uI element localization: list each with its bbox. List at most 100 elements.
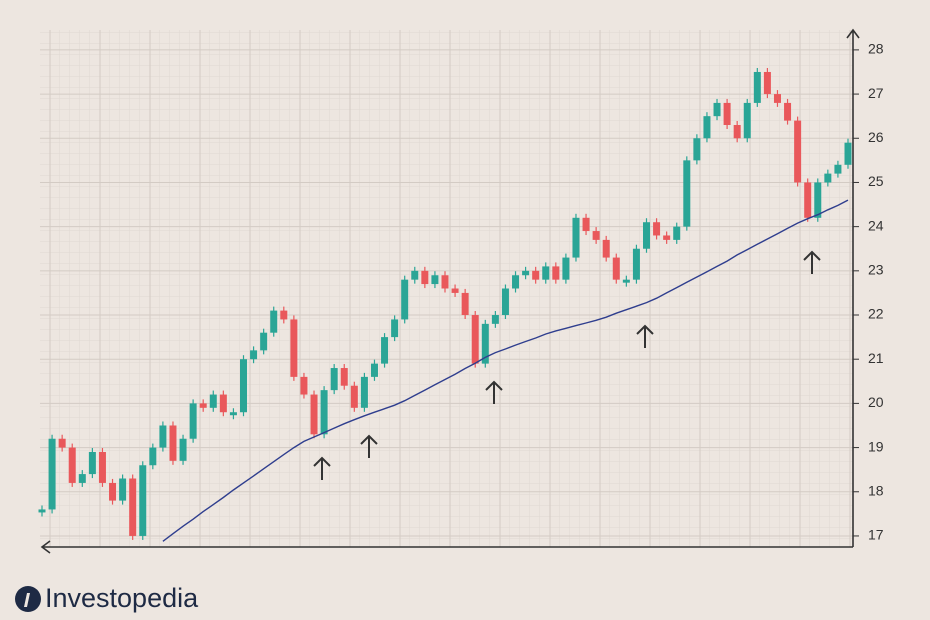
candle xyxy=(68,447,76,483)
candle xyxy=(169,425,177,461)
candle xyxy=(179,438,187,461)
candle xyxy=(300,376,308,395)
y-tick-label: 26 xyxy=(868,129,884,145)
candle xyxy=(401,279,409,320)
candle xyxy=(481,323,489,364)
candle xyxy=(572,217,580,258)
candle xyxy=(340,368,348,386)
candle xyxy=(784,102,792,121)
y-tick-label: 23 xyxy=(868,262,884,278)
y-tick-label: 18 xyxy=(868,482,884,498)
support-arrows xyxy=(313,250,821,480)
candle xyxy=(451,288,459,293)
arrow xyxy=(313,456,331,480)
plot xyxy=(38,67,852,542)
candle xyxy=(411,270,419,280)
candle xyxy=(582,217,590,232)
candle xyxy=(421,270,429,285)
x-axis xyxy=(40,540,853,554)
candle xyxy=(310,394,318,435)
y-tick-label: 22 xyxy=(868,306,884,322)
candle xyxy=(431,275,439,285)
y-tick-label: 21 xyxy=(868,350,884,366)
candle xyxy=(381,337,389,364)
candle xyxy=(38,509,46,513)
candle xyxy=(98,451,106,483)
arrow xyxy=(636,324,654,348)
candle xyxy=(199,403,207,408)
candle xyxy=(512,275,520,289)
candle xyxy=(58,438,66,448)
candle xyxy=(844,142,852,165)
candle xyxy=(612,257,620,280)
candle xyxy=(360,376,368,408)
candle xyxy=(693,138,701,161)
candle xyxy=(501,288,509,316)
candle xyxy=(139,465,147,536)
y-axis xyxy=(846,28,860,547)
candle xyxy=(129,478,137,536)
candle xyxy=(109,482,117,501)
candle xyxy=(723,102,731,126)
moving-average xyxy=(162,199,849,542)
y-tick-label: 24 xyxy=(868,217,884,233)
candle xyxy=(159,425,167,448)
candle xyxy=(743,102,751,139)
candle xyxy=(330,368,338,391)
grid xyxy=(40,30,853,547)
candle xyxy=(240,359,247,413)
candle xyxy=(753,71,761,103)
candle xyxy=(804,182,812,218)
candle xyxy=(491,315,499,324)
candle xyxy=(794,120,802,183)
y-tick-label: 28 xyxy=(868,41,884,57)
candle xyxy=(88,451,96,475)
candle xyxy=(78,474,86,483)
candle xyxy=(653,222,661,236)
arrow xyxy=(360,434,378,458)
candle xyxy=(713,102,721,117)
candle xyxy=(280,310,288,320)
y-tick-label: 25 xyxy=(868,173,884,189)
candle xyxy=(703,116,711,139)
candle xyxy=(773,94,781,103)
candle xyxy=(441,275,449,289)
candle xyxy=(260,332,268,351)
arrow xyxy=(803,250,821,274)
candle xyxy=(391,319,399,338)
y-tick-label: 27 xyxy=(868,85,884,101)
logo: Investopedia xyxy=(15,583,199,613)
candle xyxy=(542,266,550,280)
logo-mark xyxy=(24,593,30,607)
candle xyxy=(270,310,278,333)
y-tick-label: 20 xyxy=(868,394,884,410)
candle xyxy=(461,292,469,316)
candle xyxy=(209,394,217,408)
brand: Investopedia xyxy=(45,583,199,613)
candle xyxy=(522,270,530,276)
candle xyxy=(814,182,822,218)
arrow xyxy=(485,380,503,404)
candle xyxy=(219,394,227,413)
y-tick-label: 19 xyxy=(868,438,884,454)
candle xyxy=(562,257,570,280)
axes xyxy=(40,28,860,554)
candle xyxy=(632,248,640,280)
candle xyxy=(320,390,328,435)
y-tick-label: 17 xyxy=(868,527,884,543)
candle xyxy=(552,266,560,280)
candle xyxy=(119,478,127,501)
candle xyxy=(824,173,832,183)
candle xyxy=(683,160,691,227)
candle xyxy=(149,447,157,466)
candle xyxy=(229,412,237,416)
candle xyxy=(532,270,540,280)
candle xyxy=(370,363,378,377)
candle xyxy=(763,71,771,95)
candle xyxy=(350,385,358,408)
candle xyxy=(663,235,671,240)
candle xyxy=(471,315,479,364)
candle xyxy=(643,222,650,249)
candle xyxy=(622,279,630,283)
candle xyxy=(250,350,258,360)
